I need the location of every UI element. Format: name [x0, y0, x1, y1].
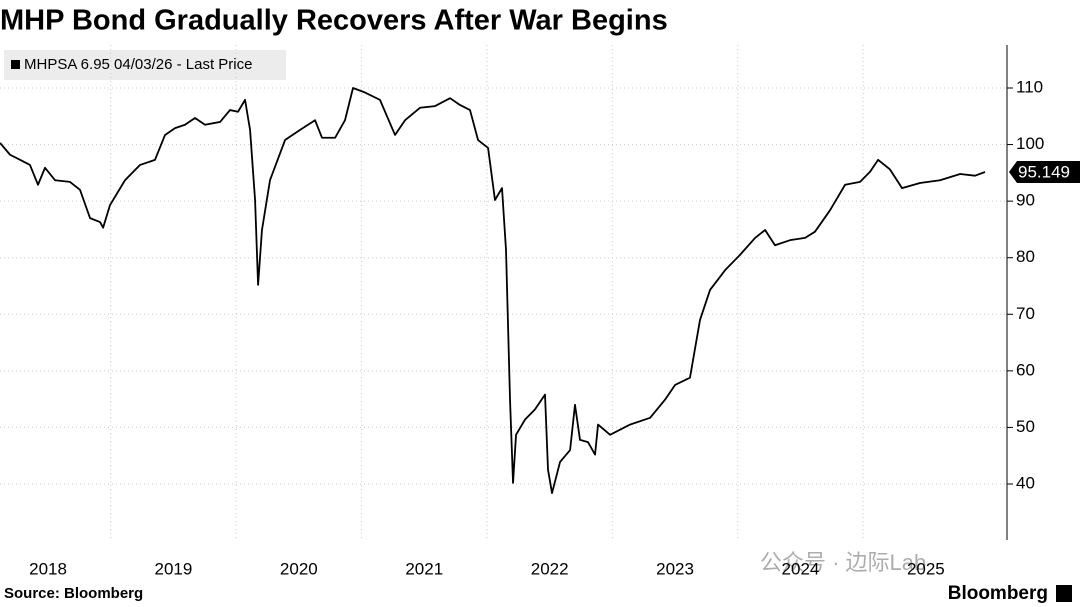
chart-title: MHP Bond Gradually Recovers After War Be… [0, 5, 668, 37]
last-value-box [1009, 161, 1080, 184]
x-tick-label: 2018 [29, 559, 67, 578]
x-tick-label: 2025 [907, 559, 945, 578]
y-tick-label: 40 [1016, 473, 1035, 492]
brand: Bloomberg [948, 583, 1048, 604]
y-tick-label: 70 [1016, 304, 1035, 323]
x-tick-label: 2024 [782, 559, 820, 578]
watermark: 公众号 · 边际Lab [760, 550, 926, 575]
x-tick-label: 2023 [656, 559, 694, 578]
y-tick-label: 80 [1016, 247, 1035, 266]
y-tick-label: 90 [1016, 191, 1035, 210]
x-tick-label: 2021 [405, 559, 443, 578]
y-tick-label: 100 [1016, 134, 1044, 153]
x-tick-label: 2020 [280, 559, 318, 578]
x-tick-label: 2019 [155, 559, 193, 578]
y-tick-label: 50 [1016, 417, 1035, 436]
legend-box [4, 50, 286, 80]
y-tick-label: 60 [1016, 360, 1035, 379]
brand-icon [1056, 585, 1072, 602]
source: Source: Bloomberg [4, 585, 143, 602]
x-tick-label: 2022 [531, 559, 569, 578]
price-line [0, 87, 986, 494]
y-tick-label: 110 [1016, 77, 1043, 96]
legend-swatch [11, 60, 20, 69]
last-value-label: 95.149 [1018, 162, 1070, 181]
legend-label: MHPSA 6.95 04/03/26 - Last Price [24, 56, 252, 73]
